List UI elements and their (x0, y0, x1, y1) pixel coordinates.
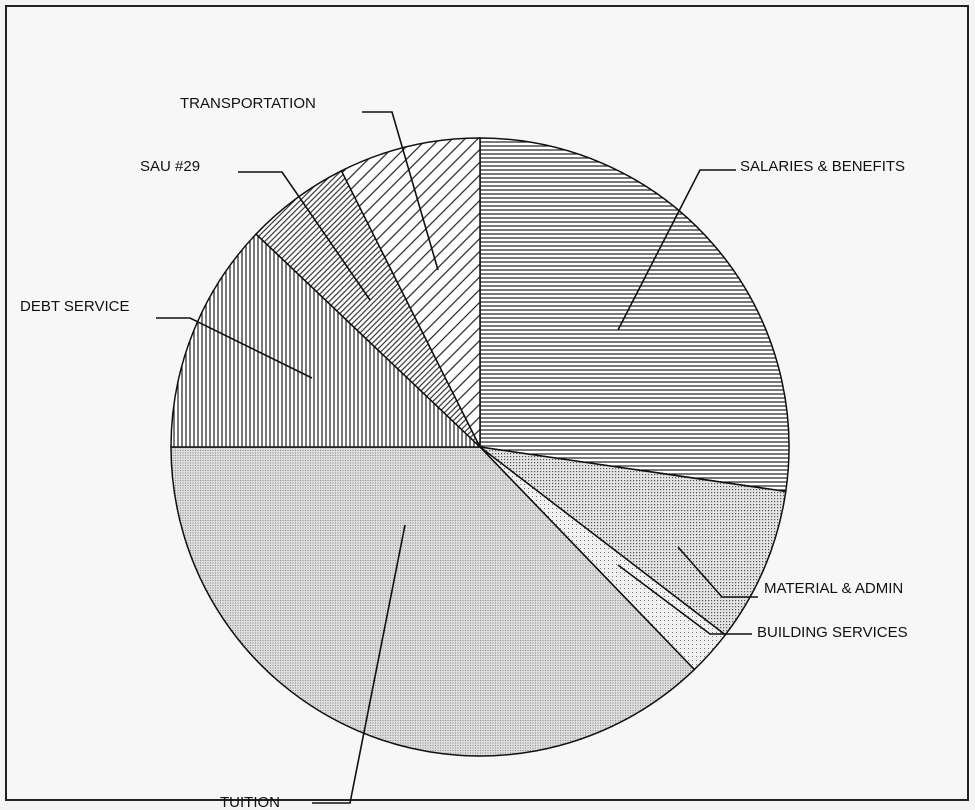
slice-label: SALARIES & BENEFITS (740, 158, 905, 175)
slice-label: DEBT SERVICE (20, 298, 129, 315)
slice-label: MATERIAL & ADMIN (764, 580, 903, 597)
leader-line (362, 111, 439, 271)
slice-label: BUILDING SERVICES (757, 624, 908, 641)
slice-label: SAU #29 (140, 158, 200, 175)
slice-label: TRANSPORTATION (180, 95, 316, 112)
leader-line (156, 317, 313, 379)
pie-slice (170, 446, 696, 757)
leader-line (312, 524, 406, 804)
pie-slice (479, 137, 790, 493)
slice-label: TUITION (220, 794, 280, 810)
leader-line (677, 546, 758, 598)
leader-line (617, 564, 752, 635)
leader-line (238, 171, 371, 301)
leader-line (617, 169, 736, 331)
pie-slice (170, 233, 482, 448)
pie-slice (477, 445, 787, 636)
pie-slice (340, 137, 481, 448)
